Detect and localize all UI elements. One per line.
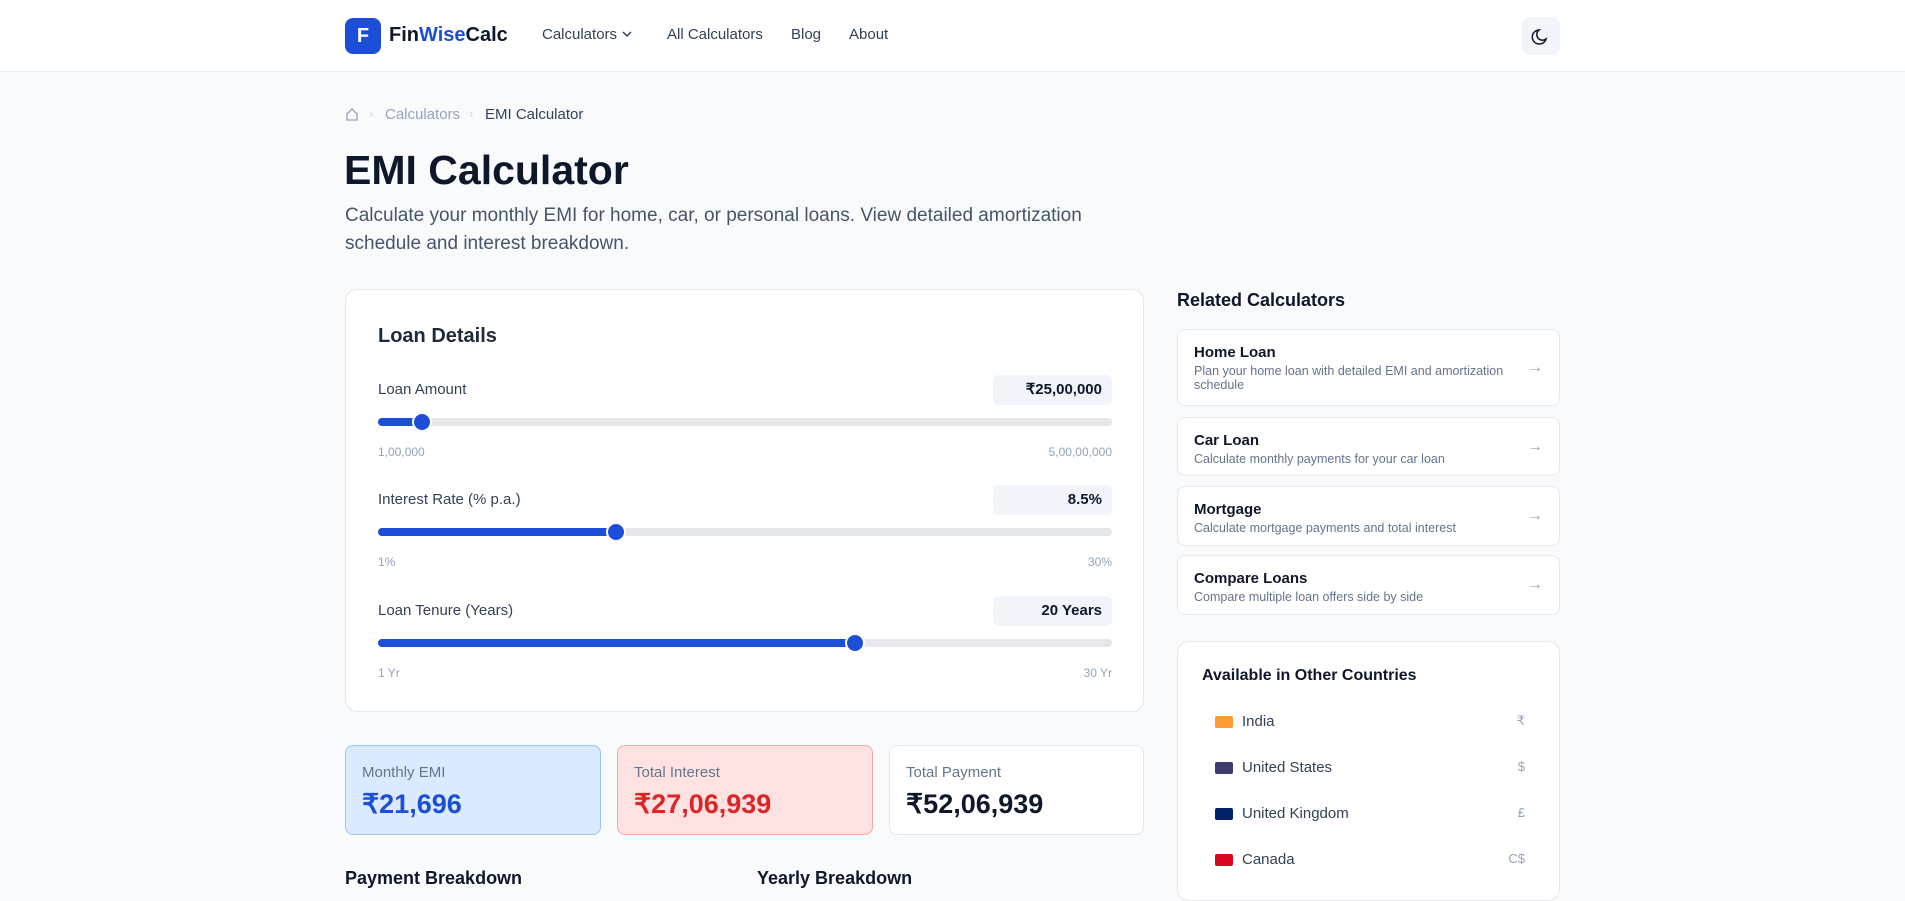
breadcrumb-link[interactable]: Calculators [385,106,461,123]
nav-link[interactable]: About [849,26,889,43]
result-card: Total Payment ₹52,06,939 [889,745,1144,835]
slider-min: 1% [378,555,396,569]
sidebar-title: Related Calculators [1177,290,1346,310]
nav-link[interactable]: All Calculators [667,26,763,43]
related-desc: Plan your home loan with detailed EMI an… [1194,364,1504,392]
slider-track[interactable] [378,412,1112,432]
country-row[interactable]: United States $ [1215,759,1525,779]
result-label: Total Interest [634,764,720,781]
related-name: Mortgage [1194,501,1262,518]
currency: £ [1517,805,1525,820]
result-label: Total Payment [906,764,1002,781]
country-row[interactable]: India ₹ [1215,713,1525,733]
nav-text: Calculators [542,26,618,43]
country-name: United Kingdom [1242,805,1349,822]
slider-min: 1,00,000 [378,445,425,459]
home-icon[interactable] [345,107,359,121]
country-row[interactable]: Canada C$ [1215,851,1525,871]
flag [1215,854,1233,866]
flag [1215,716,1233,728]
related-card[interactable]: Compare Loans Compare multiple loan offer… [1177,555,1560,615]
slider-thumb[interactable] [606,522,626,542]
currency: $ [1517,759,1525,774]
slider-fill [378,418,422,426]
slider-label: Loan Amount [378,381,467,398]
arrow: → [1527,437,1543,455]
related-desc: Calculate mortgage payments and total in… [1194,521,1456,535]
currency: C$ [1508,851,1525,866]
slider-value[interactable]: ₹25,00,000 [993,375,1112,405]
slider-label: Loan Tenure (Years) [378,602,514,619]
country-row[interactable]: United Kingdom £ [1215,805,1525,825]
result-card: Monthly EMI ₹21,696 [345,745,601,835]
related-name: Home Loan [1194,344,1276,361]
separator: › [469,106,474,121]
flag [1215,762,1233,774]
section-title: Payment Breakdown [345,868,523,888]
related-card[interactable]: Car Loan Calculate monthly payments for y… [1177,417,1560,476]
slider-thumb[interactable] [845,633,865,653]
related-desc: Calculate monthly payments for your car … [1194,452,1445,466]
theme-toggle[interactable] [1522,17,1560,55]
slider-label: Interest Rate (% p.a.) [378,491,521,508]
related-card[interactable]: Home Loan Plan your home loan with detail… [1177,329,1560,406]
countries-card [1177,641,1560,901]
slider-track[interactable] [378,633,1112,653]
result-value: ₹21,696 [362,789,462,819]
nav-link[interactable]: Calculators [542,26,633,43]
slider-fill [378,528,616,536]
slider-thumb[interactable] [412,412,432,432]
navbar: F FinWiseCalc Calculators All Calculator… [0,0,1905,72]
arrow: → [1527,358,1543,376]
arrow: → [1527,576,1543,593]
country-name: India [1242,713,1275,730]
slider-min: 1 Yr [378,666,400,680]
country-name: United States [1242,759,1333,776]
moon-icon [1531,29,1548,45]
logo[interactable]: F [345,18,381,54]
result-card: Total Interest ₹27,06,939 [617,745,873,835]
breadcrumb-current: EMI Calculator [485,106,584,123]
page-title: EMI Calculator [344,147,629,193]
slider-max: 5,00,00,000 [1048,445,1112,459]
slider-max: 30 Yr [1083,666,1112,680]
card-title: Loan Details [378,325,497,347]
related-name: Car Loan [1194,432,1260,449]
separator: › [369,106,374,121]
related-card[interactable]: Mortgage Calculate mortgage payments and … [1177,486,1560,546]
countries-title: Available in Other Countries [1202,667,1417,684]
related-name: Compare Loans [1194,570,1308,587]
slider-max: 30% [1087,555,1112,569]
result-value: ₹52,06,939 [906,789,1044,819]
section-title: Yearly Breakdown [757,868,913,888]
slider-fill [378,639,855,647]
brand-part: Fin [389,24,419,46]
flag [1215,808,1233,820]
arrow: → [1527,507,1543,524]
slider-value[interactable]: 8.5% [993,485,1112,515]
page-subtitle: Calculate your monthly EMI for home, car… [345,205,1082,254]
country-name: Canada [1242,851,1295,868]
currency: ₹ [1516,713,1525,728]
nav-link[interactable]: Blog [791,26,822,43]
result-value: ₹27,06,939 [634,789,772,819]
result-label: Monthly EMI [362,764,446,781]
related-desc: Compare multiple loan offers side by sid… [1194,590,1424,604]
slider-track[interactable] [378,522,1112,542]
brand-part: Wise [419,24,466,46]
chevron [622,31,632,38]
slider-value[interactable]: 20 Years [993,596,1112,626]
brand-part: Calc [465,24,508,46]
brand[interactable]: FinWiseCalc [389,24,508,47]
